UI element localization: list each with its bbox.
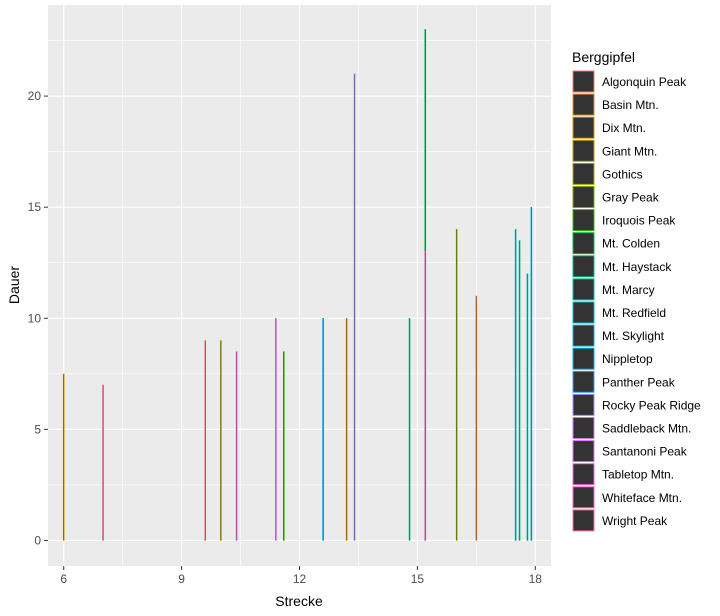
legend-item: Mt. Redfield [572, 301, 666, 324]
legend-label: Panther Peak [602, 375, 676, 389]
bar [526, 273, 529, 541]
x-tick-label: 18 [529, 572, 543, 586]
y-axis-title: Dauer [6, 266, 22, 304]
bar [275, 317, 277, 541]
legend-key [572, 347, 595, 370]
legend-key [572, 370, 595, 393]
legend-item: Whiteface Mtn. [572, 486, 682, 509]
legend-label: Dix Mtn. [602, 121, 646, 135]
legend-label: Whiteface Mtn. [602, 491, 682, 505]
legend-key [572, 301, 595, 324]
legend-item: Basin Mtn. [572, 93, 659, 116]
bar-series [62, 29, 533, 541]
y-axis: 0 5 10 15 20 [28, 89, 48, 547]
legend-items: Algonquin Peak Basin Mtn. Dix Mtn. Giant Mt… [572, 70, 701, 532]
bar [353, 73, 356, 541]
legend-key [572, 486, 595, 509]
legend-label: Iroquois Peak [602, 214, 676, 228]
y-tick-label: 20 [28, 89, 42, 103]
legend-label: Saddleback Mtn. [602, 422, 691, 436]
legend-key [572, 393, 595, 416]
legend-title: Berggipfel [572, 49, 635, 65]
x-axis-title: Strecke [275, 593, 323, 609]
legend: Berggipfel Algonquin Peak Basin Mtn. Dix M… [572, 49, 701, 532]
legend-label: Mt. Haystack [602, 260, 672, 274]
y-tick-label: 10 [28, 311, 42, 325]
legend-key [572, 440, 595, 463]
legend-item: Mt. Skylight [572, 324, 665, 347]
legend-key [572, 209, 595, 232]
legend-item: Mt. Haystack [572, 255, 672, 278]
legend-key [572, 232, 595, 255]
legend-key [572, 116, 595, 139]
bar [235, 351, 238, 541]
legend-item: Wright Peak [572, 509, 668, 532]
legend-key [572, 93, 595, 116]
legend-label: Mt. Skylight [602, 329, 665, 343]
y-tick-label: 15 [28, 200, 42, 214]
legend-label: Santanoni Peak [602, 445, 688, 459]
legend-label: Algonquin Peak [602, 75, 687, 89]
legend-item: Panther Peak [572, 370, 676, 393]
x-axis: 6 9 12 15 18 [60, 566, 542, 586]
legend-item: Iroquois Peak [572, 209, 676, 232]
bar [475, 295, 478, 541]
legend-item: Tabletop Mtn. [572, 463, 674, 486]
bar [408, 317, 411, 541]
legend-label: Mt. Colden [602, 237, 660, 251]
legend-label: Nippletop [602, 352, 653, 366]
legend-item: Dix Mtn. [572, 116, 646, 139]
legend-label: Basin Mtn. [602, 98, 659, 112]
x-tick-label: 9 [178, 572, 185, 586]
legend-item: Saddleback Mtn. [572, 417, 691, 439]
bar [282, 351, 285, 541]
x-tick-label: 12 [293, 572, 307, 586]
legend-label: Gothics [602, 167, 643, 181]
bar [514, 229, 517, 541]
legend-item: Gothics [572, 162, 643, 185]
legend-item: Nippletop [572, 347, 653, 370]
legend-key [572, 162, 595, 185]
legend-item: Santanoni Peak [572, 440, 688, 463]
bar [62, 373, 65, 541]
bar [455, 229, 458, 541]
legend-key [572, 278, 595, 301]
bar [424, 251, 427, 541]
legend-label: Tabletop Mtn. [602, 468, 674, 482]
legend-item: Gray Peak [572, 186, 660, 208]
x-tick-label: 15 [411, 572, 425, 586]
bar [322, 317, 324, 541]
legend-item: Mt. Colden [572, 232, 660, 255]
x-tick-label: 6 [60, 572, 67, 586]
legend-item: Rocky Peak Ridge [572, 393, 701, 416]
bar [102, 384, 104, 541]
legend-item: Giant Mtn. [572, 139, 657, 162]
legend-label: Mt. Marcy [602, 283, 655, 297]
legend-key [572, 70, 595, 93]
bar [220, 340, 222, 541]
y-tick-label: 0 [34, 533, 41, 547]
legend-label: Giant Mtn. [602, 144, 657, 158]
bar [345, 317, 348, 541]
legend-label: Wright Peak [602, 514, 668, 528]
y-tick-label: 5 [34, 422, 41, 436]
legend-key [572, 324, 595, 347]
legend-key [572, 509, 595, 532]
legend-key [572, 417, 595, 439]
legend-label: Rocky Peak Ridge [602, 398, 701, 412]
legend-item: Algonquin Peak [572, 70, 687, 93]
bar [530, 206, 533, 541]
legend-label: Gray Peak [602, 191, 660, 205]
legend-label: Mt. Redfield [602, 306, 666, 320]
legend-item: Mt. Marcy [572, 278, 655, 301]
legend-key [572, 139, 595, 162]
legend-key [572, 186, 595, 208]
legend-key [572, 255, 595, 278]
bar [204, 340, 206, 541]
bar [518, 240, 521, 541]
legend-key [572, 463, 595, 486]
